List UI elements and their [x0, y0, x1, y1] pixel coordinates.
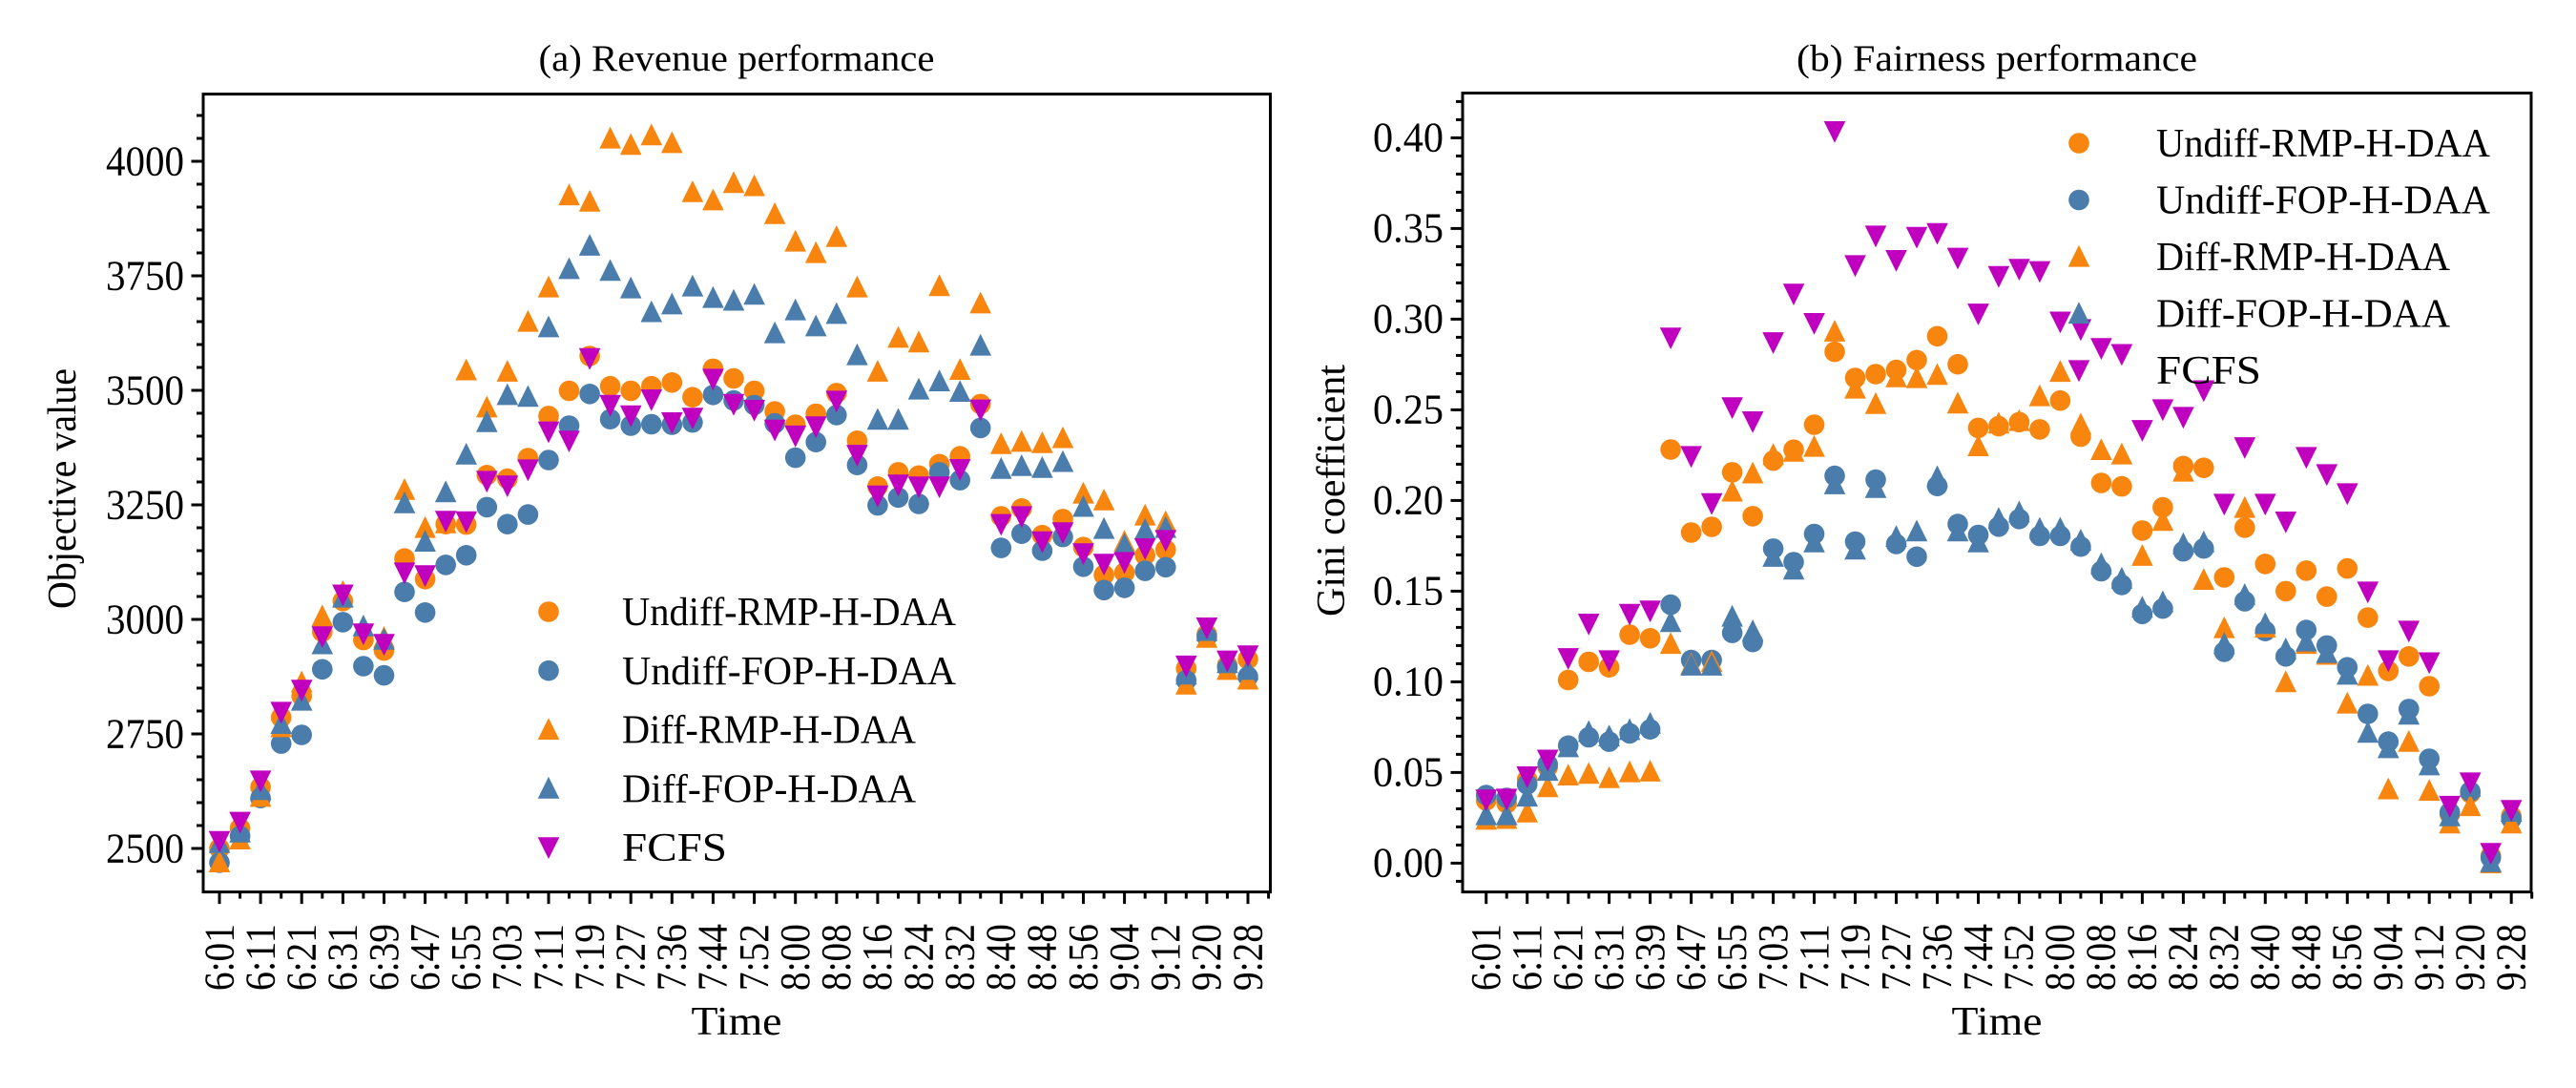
- svg-text:8:48: 8:48: [2283, 924, 2330, 991]
- svg-text:6:39: 6:39: [361, 924, 407, 991]
- svg-text:Diff-FOP-H-DAA: Diff-FOP-H-DAA: [2156, 293, 2451, 337]
- svg-text:7:44: 7:44: [1955, 924, 2002, 991]
- svg-text:3000: 3000: [106, 596, 184, 642]
- svg-text:6:55: 6:55: [1709, 924, 1755, 991]
- svg-text:FCFS: FCFS: [2156, 349, 2261, 393]
- svg-text:7:52: 7:52: [1996, 924, 2043, 991]
- svg-text:0.30: 0.30: [1373, 296, 1444, 343]
- svg-text:(a) Revenue performance: (a) Revenue performance: [539, 38, 935, 79]
- svg-text:Undiff-RMP-H-DAA: Undiff-RMP-H-DAA: [2156, 122, 2491, 166]
- svg-text:7:44: 7:44: [690, 924, 737, 991]
- svg-text:7:19: 7:19: [566, 924, 613, 991]
- svg-text:7:52: 7:52: [731, 924, 778, 991]
- svg-text:7:27: 7:27: [608, 924, 654, 991]
- svg-text:2750: 2750: [106, 710, 184, 757]
- svg-text:8:00: 8:00: [2037, 924, 2084, 991]
- svg-text:3250: 3250: [106, 481, 184, 528]
- svg-text:8:32: 8:32: [937, 924, 984, 991]
- svg-text:9:20: 9:20: [1183, 924, 1230, 991]
- svg-text:Undiff-FOP-H-DAA: Undiff-FOP-H-DAA: [2156, 179, 2491, 223]
- svg-text:0.40: 0.40: [1373, 115, 1444, 161]
- svg-text:8:08: 8:08: [813, 924, 860, 991]
- svg-text:7:11: 7:11: [525, 924, 571, 991]
- svg-text:0.25: 0.25: [1373, 387, 1444, 433]
- svg-text:2500: 2500: [106, 825, 184, 871]
- svg-text:8:56: 8:56: [1060, 924, 1107, 991]
- svg-text:8:40: 8:40: [978, 924, 1025, 991]
- svg-text:9:28: 9:28: [2488, 924, 2535, 991]
- svg-text:8:00: 8:00: [772, 924, 819, 991]
- svg-text:9:04: 9:04: [2365, 924, 2412, 991]
- svg-text:0.05: 0.05: [1373, 749, 1444, 796]
- svg-text:4000: 4000: [106, 137, 184, 184]
- svg-text:Diff-RMP-H-DAA: Diff-RMP-H-DAA: [622, 709, 917, 753]
- svg-text:6:31: 6:31: [1586, 924, 1632, 991]
- svg-text:0.00: 0.00: [1373, 840, 1444, 887]
- svg-text:7:27: 7:27: [1873, 924, 1920, 991]
- svg-text:6:21: 6:21: [1545, 924, 1591, 991]
- svg-text:Diff-FOP-H-DAA: Diff-FOP-H-DAA: [622, 767, 917, 811]
- svg-text:7:19: 7:19: [1832, 924, 1879, 991]
- svg-text:Gini coefficient: Gini coefficient: [1310, 365, 1354, 617]
- svg-text:8:16: 8:16: [2119, 924, 2166, 991]
- svg-text:Undiff-RMP-H-DAA: Undiff-RMP-H-DAA: [622, 591, 957, 635]
- svg-text:FCFS: FCFS: [622, 826, 727, 870]
- svg-text:8:48: 8:48: [1019, 924, 1066, 991]
- svg-text:7:03: 7:03: [1750, 924, 1797, 991]
- svg-text:Objective value: Objective value: [41, 368, 85, 609]
- svg-text:6:47: 6:47: [1668, 924, 1714, 991]
- svg-text:6:01: 6:01: [196, 924, 242, 991]
- svg-text:8:56: 8:56: [2324, 924, 2371, 991]
- svg-text:8:16: 8:16: [854, 924, 901, 991]
- svg-text:Time: Time: [1952, 1000, 2043, 1044]
- svg-text:7:36: 7:36: [1914, 924, 1961, 991]
- svg-text:6:39: 6:39: [1627, 924, 1673, 991]
- svg-text:Time: Time: [692, 1000, 782, 1044]
- svg-text:8:24: 8:24: [895, 924, 942, 991]
- svg-text:8:24: 8:24: [2160, 924, 2207, 991]
- svg-text:7:03: 7:03: [484, 924, 530, 991]
- svg-text:0.20: 0.20: [1373, 477, 1444, 524]
- svg-text:6:11: 6:11: [1504, 924, 1550, 991]
- svg-text:0.15: 0.15: [1373, 568, 1444, 615]
- svg-text:Undiff-FOP-H-DAA: Undiff-FOP-H-DAA: [622, 650, 957, 694]
- svg-text:9:20: 9:20: [2447, 924, 2494, 991]
- svg-text:6:11: 6:11: [237, 924, 283, 991]
- svg-text:8:40: 8:40: [2242, 924, 2289, 991]
- svg-text:9:28: 9:28: [1224, 924, 1271, 991]
- svg-text:(b) Fairness performance: (b) Fairness performance: [1797, 38, 2197, 79]
- svg-text:8:32: 8:32: [2201, 924, 2248, 991]
- svg-text:0.10: 0.10: [1373, 659, 1444, 705]
- svg-text:3750: 3750: [106, 252, 184, 299]
- svg-text:7:11: 7:11: [1791, 924, 1838, 991]
- svg-text:Diff-RMP-H-DAA: Diff-RMP-H-DAA: [2156, 236, 2451, 280]
- svg-text:6:01: 6:01: [1463, 924, 1509, 991]
- svg-text:7:36: 7:36: [649, 924, 696, 991]
- svg-text:6:47: 6:47: [402, 924, 448, 991]
- svg-text:6:31: 6:31: [320, 924, 366, 991]
- svg-text:8:08: 8:08: [2078, 924, 2125, 991]
- svg-text:6:21: 6:21: [279, 924, 325, 991]
- svg-text:9:12: 9:12: [1142, 924, 1189, 991]
- svg-text:9:04: 9:04: [1101, 924, 1148, 991]
- svg-text:0.35: 0.35: [1373, 205, 1444, 252]
- svg-text:9:12: 9:12: [2406, 924, 2453, 991]
- svg-text:3500: 3500: [106, 366, 184, 413]
- svg-text:6:55: 6:55: [443, 924, 489, 991]
